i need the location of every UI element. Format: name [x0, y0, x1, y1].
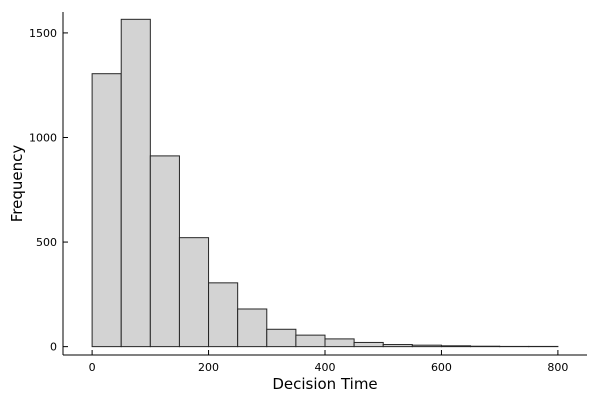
histogram-bar [91, 73, 122, 348]
histogram-bar [237, 308, 268, 348]
x-tick-label: 200 [198, 361, 219, 374]
x-axis-title: Decision Time [272, 375, 377, 393]
y-tick-label: 0 [50, 341, 57, 354]
histogram-bar [382, 344, 413, 348]
histogram-bar [411, 344, 442, 348]
y-tick-label: 1500 [29, 27, 57, 40]
bars-group [91, 18, 559, 348]
histogram-bar [324, 338, 355, 348]
histogram-bar [208, 282, 239, 348]
histogram-bar [149, 155, 180, 348]
histogram-bar [178, 237, 210, 348]
x-tick-label: 0 [89, 361, 96, 374]
x-axis-ticks: 0 200 400 600 800 [89, 350, 568, 374]
histogram-bar [440, 345, 472, 348]
histogram-bar [266, 328, 297, 348]
y-axis-title: Frequency [8, 145, 26, 223]
x-tick-label: 400 [315, 361, 336, 374]
y-tick-label: 500 [36, 236, 57, 249]
histogram-bar [353, 341, 384, 348]
x-tick-label: 600 [431, 361, 452, 374]
histogram-bar [120, 18, 151, 348]
histogram-bar [295, 334, 326, 348]
y-tick-label: 1000 [29, 131, 57, 144]
x-tick-label: 800 [547, 361, 568, 374]
y-axis-ticks: 0 500 1000 1500 [29, 27, 68, 354]
